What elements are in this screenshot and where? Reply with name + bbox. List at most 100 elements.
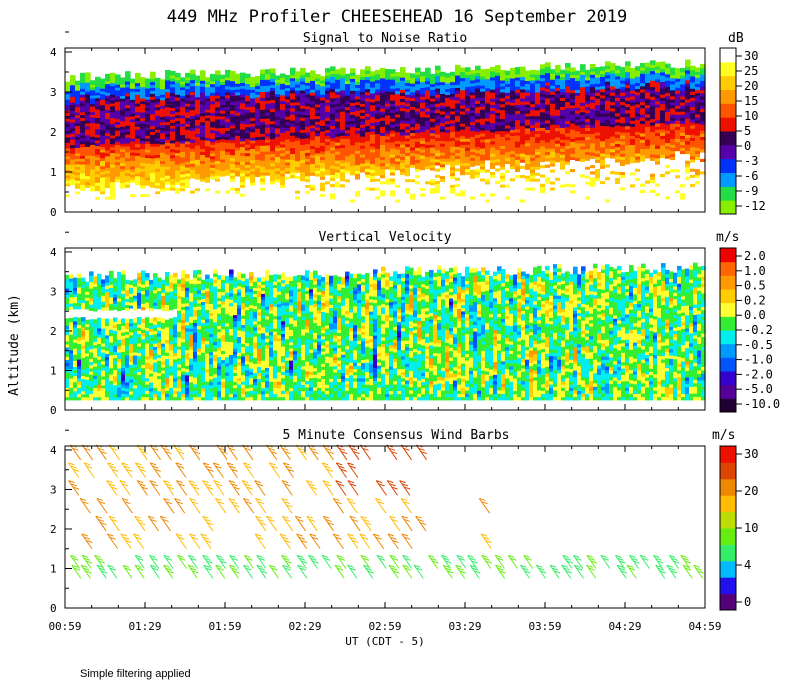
colorbar-swatch xyxy=(720,103,736,118)
y-tick-label: 4 xyxy=(50,46,57,59)
colorbar-swatch xyxy=(720,48,736,63)
wind-barb xyxy=(83,462,95,478)
wind-barb xyxy=(573,554,584,569)
colorbar-swatch xyxy=(720,144,736,160)
wind-barb xyxy=(254,533,266,550)
wind-barb xyxy=(281,497,293,514)
wind-barb xyxy=(228,497,240,514)
colorbar-label: -9 xyxy=(744,184,758,198)
wind-barb xyxy=(535,564,547,579)
wind-barb xyxy=(228,480,240,496)
wind-barb xyxy=(163,564,174,579)
wind-barb xyxy=(347,480,359,496)
colorbar-label: 30 xyxy=(744,49,758,63)
wind-barb xyxy=(96,564,108,579)
wind-barb xyxy=(281,515,294,532)
colorbar-label: 1.0 xyxy=(744,264,766,278)
wind-barb xyxy=(108,515,120,532)
wind-barb xyxy=(639,554,650,569)
wind-barb xyxy=(280,554,292,569)
wind-barb xyxy=(95,515,107,532)
colorbar-swatch xyxy=(720,478,736,496)
colorbar-label: -12 xyxy=(744,199,766,213)
wind-barb xyxy=(268,564,279,579)
wind-barb xyxy=(296,554,308,569)
wind-barb xyxy=(360,554,371,569)
wind-barb xyxy=(226,462,238,478)
wind-barb xyxy=(202,480,214,496)
wind-barb xyxy=(200,533,212,550)
wind-barb xyxy=(332,533,344,550)
wind-barb xyxy=(442,564,454,579)
wind-barb xyxy=(213,480,225,496)
wind-barb xyxy=(122,564,133,579)
wind-barb xyxy=(360,515,372,532)
x-axis-label: UT (CDT - 5) xyxy=(345,635,424,648)
colorbar-label: 0.0 xyxy=(744,308,766,322)
wind-barb xyxy=(175,533,187,550)
colorbar-label: -5.0 xyxy=(744,382,773,396)
colorbar-swatch xyxy=(720,495,736,513)
wind-barb xyxy=(147,515,160,532)
wind-barb xyxy=(106,480,118,496)
wind-title: 5 Minute Consensus Wind Barbs xyxy=(283,428,510,443)
wind-barb xyxy=(455,564,466,579)
wind-barb xyxy=(279,533,291,550)
wind-barb xyxy=(96,497,108,514)
wind-barb xyxy=(134,462,147,478)
colorbar-label: -2.0 xyxy=(744,367,773,381)
wind-barb xyxy=(335,462,347,478)
colorbar-label: 20 xyxy=(744,79,758,93)
wind-barb xyxy=(268,462,281,478)
wind-barb xyxy=(427,554,439,569)
wind-barb xyxy=(81,533,93,550)
wind-barb xyxy=(136,444,148,461)
wind-barb xyxy=(680,554,691,569)
wind-barb xyxy=(133,533,145,550)
wind-barb xyxy=(243,554,254,569)
wind-barb xyxy=(478,497,491,514)
wind-barb xyxy=(159,515,172,532)
wind-barb xyxy=(254,480,266,496)
wind-barb xyxy=(389,515,401,532)
wind-barb xyxy=(401,533,413,550)
colorbar-swatch xyxy=(720,371,736,386)
snr-units: dB xyxy=(728,31,744,46)
wind-barb xyxy=(81,554,93,569)
colorbar-swatch xyxy=(720,343,736,358)
snr-heatmap xyxy=(65,59,706,203)
colorbar-swatch xyxy=(720,186,736,201)
colorbar-swatch xyxy=(720,398,736,413)
wind-barb xyxy=(336,444,348,461)
x-tick-label: 04:29 xyxy=(608,620,641,633)
wind-barb xyxy=(495,564,506,579)
wind-barb xyxy=(134,554,145,569)
colorbar-label: 0.5 xyxy=(744,279,766,293)
wind-barb xyxy=(188,480,200,496)
wind-barb xyxy=(202,515,214,532)
colorbar-swatch xyxy=(720,593,736,611)
wind-barb xyxy=(402,554,413,569)
x-tick-label: 03:59 xyxy=(528,620,561,633)
wind-barb xyxy=(336,554,347,569)
wind-barb xyxy=(177,554,188,569)
wind-barb xyxy=(400,497,412,514)
wind-barb xyxy=(95,444,107,461)
wind-barb xyxy=(294,515,307,532)
colorbar-swatch xyxy=(720,316,736,331)
wind-barb xyxy=(628,554,640,569)
y-tick-label: 0 xyxy=(50,404,57,417)
wind-barb xyxy=(494,554,505,569)
wind-barb xyxy=(693,564,704,579)
colorbar-label: 5 xyxy=(744,124,751,138)
wind-barb xyxy=(202,554,213,569)
wind-barb xyxy=(203,564,214,579)
colorbar-swatch xyxy=(720,511,736,529)
colorbar-swatch xyxy=(720,446,736,463)
wind-barb xyxy=(666,564,678,579)
wind-barb xyxy=(348,444,360,461)
wind-barb xyxy=(80,564,92,579)
wind-colorbar: 30 20 10 4 0 xyxy=(719,445,758,611)
wind-barb xyxy=(469,564,481,579)
colorbar-swatch xyxy=(720,462,736,480)
